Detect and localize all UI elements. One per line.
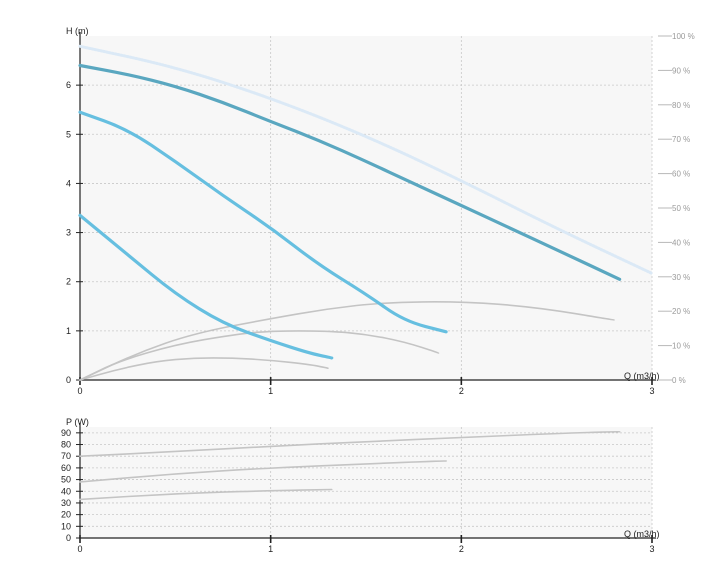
aux-curve-max: [79, 301, 615, 381]
x-tick-label: 2: [459, 544, 464, 554]
head-curve-min: [78, 213, 334, 360]
y-tick-label: 90: [61, 428, 71, 438]
y-tick-label: 0: [66, 375, 71, 385]
y-axis-title: H (m): [66, 26, 89, 36]
y-tick-label: 80: [61, 440, 71, 450]
power-curve-mid: [79, 460, 447, 483]
pct-tick-label: 30 %: [672, 273, 690, 282]
x-axis-title: Q (m3/h): [624, 371, 660, 381]
y-tick-label: 60: [61, 463, 71, 473]
pct-tick-label: 50 %: [672, 204, 690, 213]
y-tick-label: 0: [66, 533, 71, 543]
y-tick-label: 10: [61, 521, 71, 531]
pct-tick-label: 90 %: [672, 66, 690, 75]
y-tick-label: 30: [61, 498, 71, 508]
y-tick-label: 50: [61, 475, 71, 485]
y-tick-label: 20: [61, 510, 71, 520]
head-curve-mid: [78, 110, 448, 334]
plot-area: [80, 36, 652, 380]
pct-tick-label: 60 %: [672, 170, 690, 179]
y-axis-title: P (W): [66, 417, 89, 427]
y-tick-label: 2: [66, 277, 71, 287]
aux-curve-min: [79, 357, 329, 381]
pct-tick-label: 80 %: [672, 101, 690, 110]
y-tick-label: 3: [66, 228, 71, 238]
x-tick-label: 1: [268, 386, 273, 396]
x-tick-label: 3: [649, 386, 654, 396]
pct-tick-label: 10 %: [672, 342, 690, 351]
power-curve-min: [79, 488, 333, 501]
pct-tick-label: 40 %: [672, 238, 690, 247]
head-curve-max: [78, 63, 622, 281]
y-tick-label: 4: [66, 178, 71, 188]
plot-area: [80, 427, 652, 538]
pct-tick-label: 20 %: [672, 307, 690, 316]
pct-tick-label: 70 %: [672, 135, 690, 144]
y-tick-label: 40: [61, 486, 71, 496]
x-tick-label: 0: [77, 544, 82, 554]
power-curve-max: [79, 430, 621, 457]
y-tick-label: 1: [66, 326, 71, 336]
pct-tick-label: 100 %: [672, 32, 695, 41]
y-tick-label: 70: [61, 451, 71, 461]
x-tick-label: 0: [77, 386, 82, 396]
aux-curve-mid: [79, 330, 440, 381]
x-tick-label: 3: [649, 544, 654, 554]
x-tick-label: 2: [459, 386, 464, 396]
efficiency-curve: [78, 44, 654, 275]
head-chart: 0 1 2 3 4 5 6 0 1 2 3 H (m) Q (m3/h) 0 % 10 % 20 % 30 % 4…: [66, 26, 695, 396]
x-tick-label: 1: [268, 544, 273, 554]
y-tick-label: 6: [66, 80, 71, 90]
pct-tick-label: 0 %: [672, 376, 686, 385]
x-axis-title: Q (m3/h): [624, 529, 660, 539]
y-tick-label: 5: [66, 129, 71, 139]
